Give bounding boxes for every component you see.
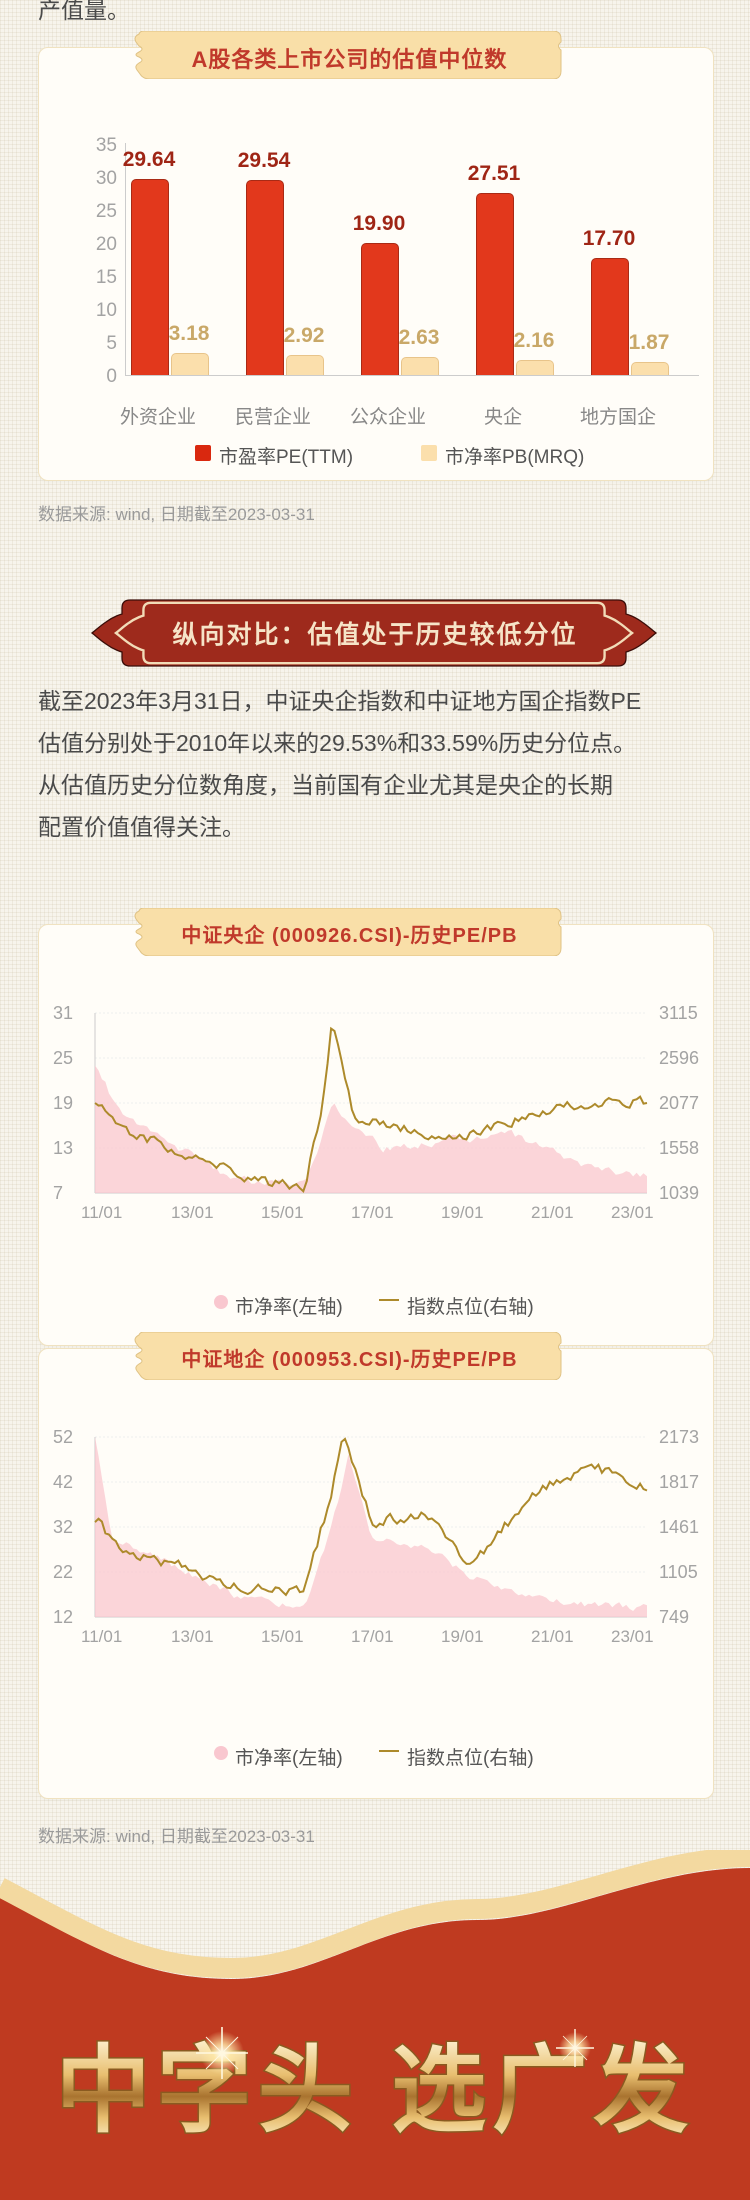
svg-text:中字头 选广发: 中字头 选广发 [56, 2038, 694, 2144]
